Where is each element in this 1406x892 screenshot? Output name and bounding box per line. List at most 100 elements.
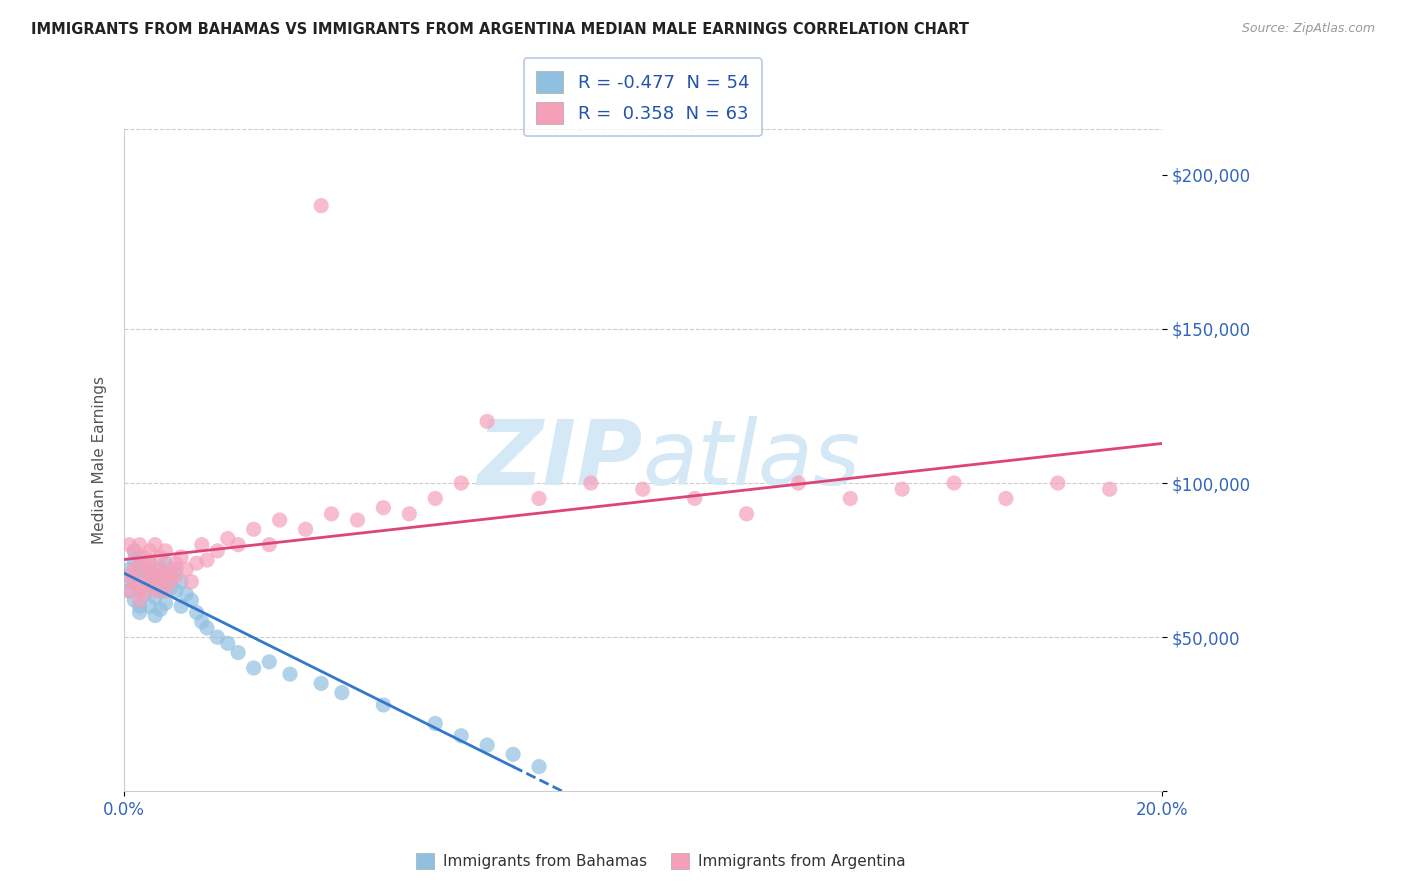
- Point: [149, 562, 172, 576]
- Point: [579, 476, 602, 491]
- Point: [527, 759, 550, 773]
- Point: [195, 621, 218, 635]
- Text: IMMIGRANTS FROM BAHAMAS VS IMMIGRANTS FROM ARGENTINA MEDIAN MALE EARNINGS CORREL: IMMIGRANTS FROM BAHAMAS VS IMMIGRANTS FR…: [31, 22, 969, 37]
- Point: [134, 549, 156, 564]
- Point: [128, 606, 150, 620]
- Point: [735, 507, 758, 521]
- Point: [155, 568, 177, 582]
- Point: [155, 556, 177, 570]
- Point: [346, 513, 368, 527]
- Point: [891, 482, 914, 496]
- Point: [294, 522, 316, 536]
- Point: [174, 587, 197, 601]
- Point: [139, 544, 162, 558]
- Point: [134, 572, 156, 586]
- Point: [124, 568, 146, 582]
- Point: [139, 578, 162, 592]
- Point: [118, 538, 141, 552]
- Point: [124, 562, 146, 576]
- Point: [186, 556, 208, 570]
- Point: [155, 596, 177, 610]
- Point: [321, 507, 343, 521]
- Point: [170, 549, 193, 564]
- Point: [242, 661, 264, 675]
- Point: [165, 583, 187, 598]
- Point: [170, 574, 193, 589]
- Point: [226, 646, 249, 660]
- Point: [143, 568, 166, 582]
- Point: [174, 562, 197, 576]
- Point: [475, 414, 498, 428]
- Point: [128, 556, 150, 570]
- Point: [373, 698, 395, 712]
- Point: [309, 676, 332, 690]
- Point: [165, 568, 187, 582]
- Point: [143, 574, 166, 589]
- Point: [128, 559, 150, 574]
- Point: [128, 581, 150, 595]
- Point: [450, 729, 472, 743]
- Point: [631, 482, 654, 496]
- Point: [124, 574, 146, 589]
- Point: [278, 667, 301, 681]
- Point: [787, 476, 810, 491]
- Point: [149, 574, 172, 589]
- Point: [180, 574, 202, 589]
- Point: [139, 599, 162, 614]
- Point: [450, 476, 472, 491]
- Point: [191, 615, 214, 629]
- Point: [128, 549, 150, 564]
- Point: [180, 593, 202, 607]
- Point: [309, 198, 332, 212]
- Point: [425, 716, 447, 731]
- Point: [217, 532, 239, 546]
- Point: [118, 583, 141, 598]
- Point: [128, 581, 150, 595]
- Point: [217, 636, 239, 650]
- Point: [373, 500, 395, 515]
- Point: [139, 566, 162, 580]
- Point: [165, 562, 187, 576]
- Point: [155, 544, 177, 558]
- Text: atlas: atlas: [643, 416, 860, 504]
- Point: [330, 686, 353, 700]
- Y-axis label: Median Male Earnings: Median Male Earnings: [93, 376, 107, 544]
- Point: [149, 549, 172, 564]
- Point: [134, 562, 156, 576]
- Point: [502, 747, 524, 762]
- Point: [527, 491, 550, 506]
- Point: [124, 593, 146, 607]
- Point: [118, 568, 141, 582]
- Point: [425, 491, 447, 506]
- Point: [475, 738, 498, 752]
- Point: [994, 491, 1017, 506]
- Point: [128, 593, 150, 607]
- Point: [398, 507, 420, 521]
- Point: [139, 574, 162, 589]
- Point: [149, 562, 172, 576]
- Point: [134, 587, 156, 601]
- Point: [242, 522, 264, 536]
- Point: [159, 581, 181, 595]
- Point: [269, 513, 291, 527]
- Point: [149, 602, 172, 616]
- Text: ZIP: ZIP: [478, 416, 643, 504]
- Point: [943, 476, 966, 491]
- Point: [134, 583, 156, 598]
- Point: [207, 544, 229, 558]
- Point: [139, 556, 162, 570]
- Point: [143, 608, 166, 623]
- Point: [143, 583, 166, 598]
- Point: [195, 553, 218, 567]
- Point: [191, 538, 214, 552]
- Point: [134, 568, 156, 582]
- Point: [259, 655, 281, 669]
- Point: [124, 553, 146, 567]
- Point: [207, 630, 229, 644]
- Point: [155, 583, 177, 598]
- Point: [124, 544, 146, 558]
- Text: Source: ZipAtlas.com: Source: ZipAtlas.com: [1241, 22, 1375, 36]
- Point: [159, 562, 181, 576]
- Point: [143, 568, 166, 582]
- Point: [186, 606, 208, 620]
